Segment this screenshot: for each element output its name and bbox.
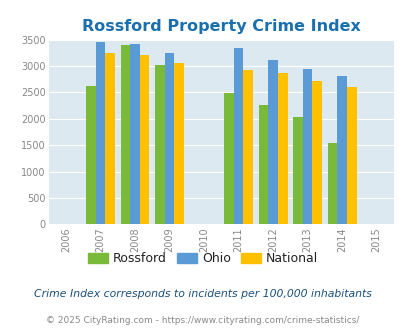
Text: © 2025 CityRating.com - https://www.cityrating.com/crime-statistics/: © 2025 CityRating.com - https://www.city… — [46, 316, 359, 325]
Bar — [96, 42, 105, 224]
Bar — [346, 87, 356, 224]
Title: Rossford Property Crime Index: Rossford Property Crime Index — [82, 19, 360, 34]
Bar — [164, 53, 174, 224]
Bar — [233, 48, 243, 224]
Bar — [139, 55, 149, 224]
Bar — [224, 93, 233, 224]
Bar — [105, 53, 115, 224]
Bar — [302, 69, 311, 224]
Bar — [130, 44, 139, 224]
Bar — [120, 46, 130, 224]
Bar — [268, 60, 277, 224]
Text: Crime Index corresponds to incidents per 100,000 inhabitants: Crime Index corresponds to incidents per… — [34, 289, 371, 299]
Bar — [337, 76, 346, 224]
Bar — [327, 143, 337, 224]
Bar — [311, 81, 321, 224]
Legend: Rossford, Ohio, National: Rossford, Ohio, National — [83, 247, 322, 270]
Bar — [292, 117, 302, 224]
Bar — [243, 70, 252, 224]
Bar — [155, 65, 164, 224]
Bar — [174, 63, 183, 224]
Bar — [277, 73, 287, 224]
Bar — [258, 105, 268, 224]
Bar — [86, 86, 96, 224]
